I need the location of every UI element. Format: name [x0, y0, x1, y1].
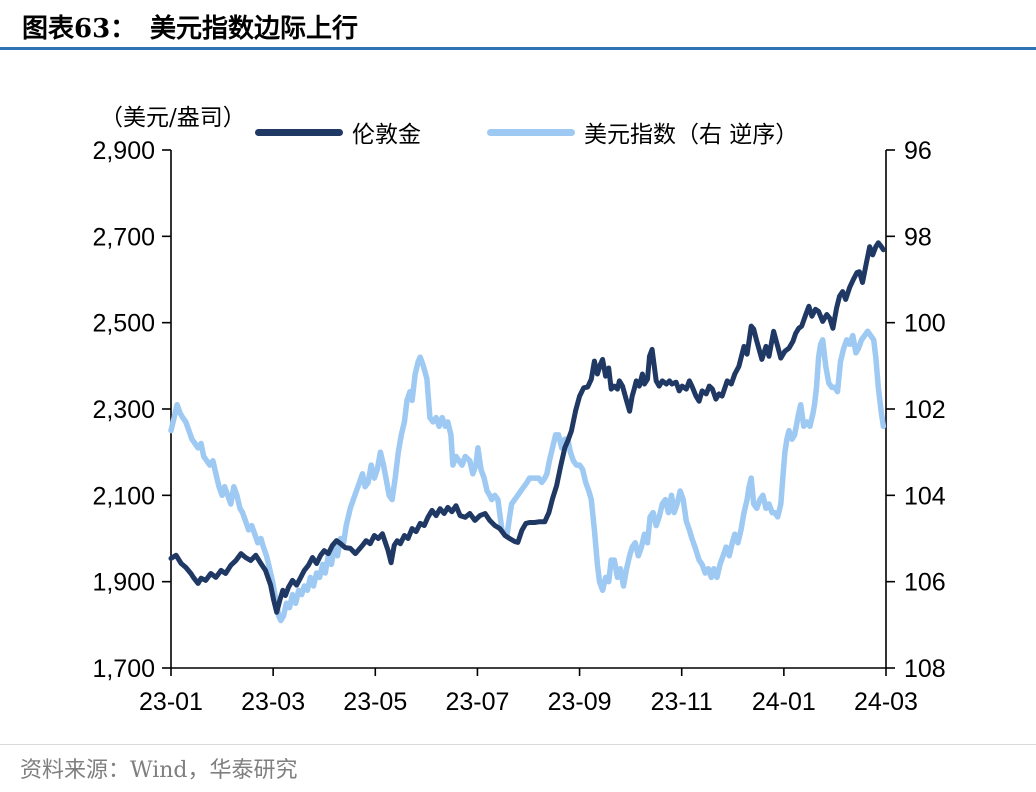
- svg-text:23-05: 23-05: [343, 688, 407, 716]
- svg-text:24-01: 24-01: [752, 688, 816, 716]
- chart-legend: 伦敦金 美元指数（右 逆序）: [255, 115, 798, 149]
- svg-text:2,700: 2,700: [92, 223, 155, 251]
- legend-swatch-gold-line: [255, 128, 343, 136]
- legend-swatch-usd-index-line: [487, 128, 575, 136]
- source-note: 资料来源：Wind，华泰研究: [20, 758, 298, 783]
- svg-text:23-07: 23-07: [445, 688, 509, 716]
- svg-text:1,900: 1,900: [92, 569, 155, 597]
- svg-text:100: 100: [904, 310, 946, 338]
- svg-text:98: 98: [904, 223, 932, 251]
- svg-text:96: 96: [904, 137, 932, 165]
- left-axis-unit-label: （美元/盎司）: [100, 105, 246, 131]
- svg-text:23-09: 23-09: [548, 688, 612, 716]
- svg-text:24-03: 24-03: [854, 688, 918, 716]
- svg-text:2,300: 2,300: [92, 396, 155, 424]
- figure-title: 美元指数边际上行: [150, 14, 359, 44]
- legend-label-usd-index: 美元指数（右 逆序）: [584, 122, 799, 148]
- svg-text:108: 108: [904, 655, 946, 683]
- svg-text:106: 106: [904, 569, 946, 597]
- svg-text:23-01: 23-01: [139, 688, 203, 716]
- svg-text:23-03: 23-03: [241, 688, 305, 716]
- svg-text:2,900: 2,900: [92, 137, 155, 165]
- svg-text:104: 104: [904, 482, 946, 510]
- svg-text:23-11: 23-11: [651, 688, 713, 716]
- svg-text:2,500: 2,500: [92, 310, 155, 338]
- legend-label-gold: 伦敦金: [352, 122, 421, 148]
- svg-text:2,100: 2,100: [92, 482, 155, 510]
- figure-number-label: 图表63：: [22, 14, 137, 44]
- footer-divider: [0, 744, 1036, 745]
- title-underline-rule: [0, 47, 1036, 50]
- svg-text:1,700: 1,700: [92, 655, 155, 683]
- svg-text:102: 102: [904, 396, 946, 424]
